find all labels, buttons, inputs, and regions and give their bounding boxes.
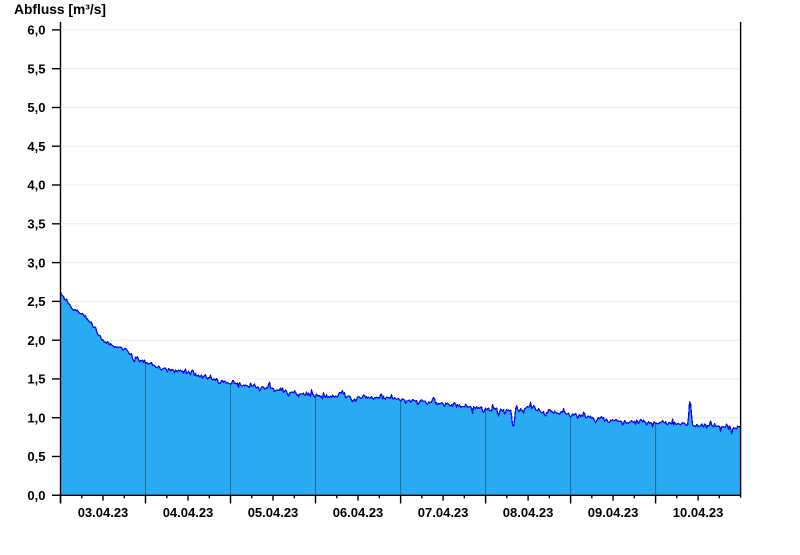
svg-text:09.04.23: 09.04.23 [588,505,639,520]
svg-text:Abfluss [m³/s]: Abfluss [m³/s] [14,2,106,17]
svg-text:5,0: 5,0 [27,100,45,115]
svg-text:3,5: 3,5 [27,217,45,232]
svg-text:07.04.23: 07.04.23 [418,505,469,520]
svg-text:6,0: 6,0 [27,23,45,38]
svg-text:2,0: 2,0 [27,333,45,348]
svg-text:3,0: 3,0 [27,255,45,270]
svg-text:0,0: 0,0 [27,488,45,503]
svg-text:4,0: 4,0 [27,178,45,193]
svg-text:0,5: 0,5 [27,449,45,464]
svg-text:04.04.23: 04.04.23 [163,505,214,520]
svg-text:06.04.23: 06.04.23 [333,505,384,520]
svg-text:2,5: 2,5 [27,294,45,309]
svg-text:05.04.23: 05.04.23 [248,505,299,520]
svg-text:08.04.23: 08.04.23 [503,505,554,520]
svg-text:1,0: 1,0 [27,410,45,425]
svg-text:5,5: 5,5 [27,61,45,76]
svg-text:10.04.23: 10.04.23 [673,505,724,520]
svg-text:03.04.23: 03.04.23 [78,505,129,520]
svg-text:1,5: 1,5 [27,372,45,387]
svg-text:4,5: 4,5 [27,139,45,154]
